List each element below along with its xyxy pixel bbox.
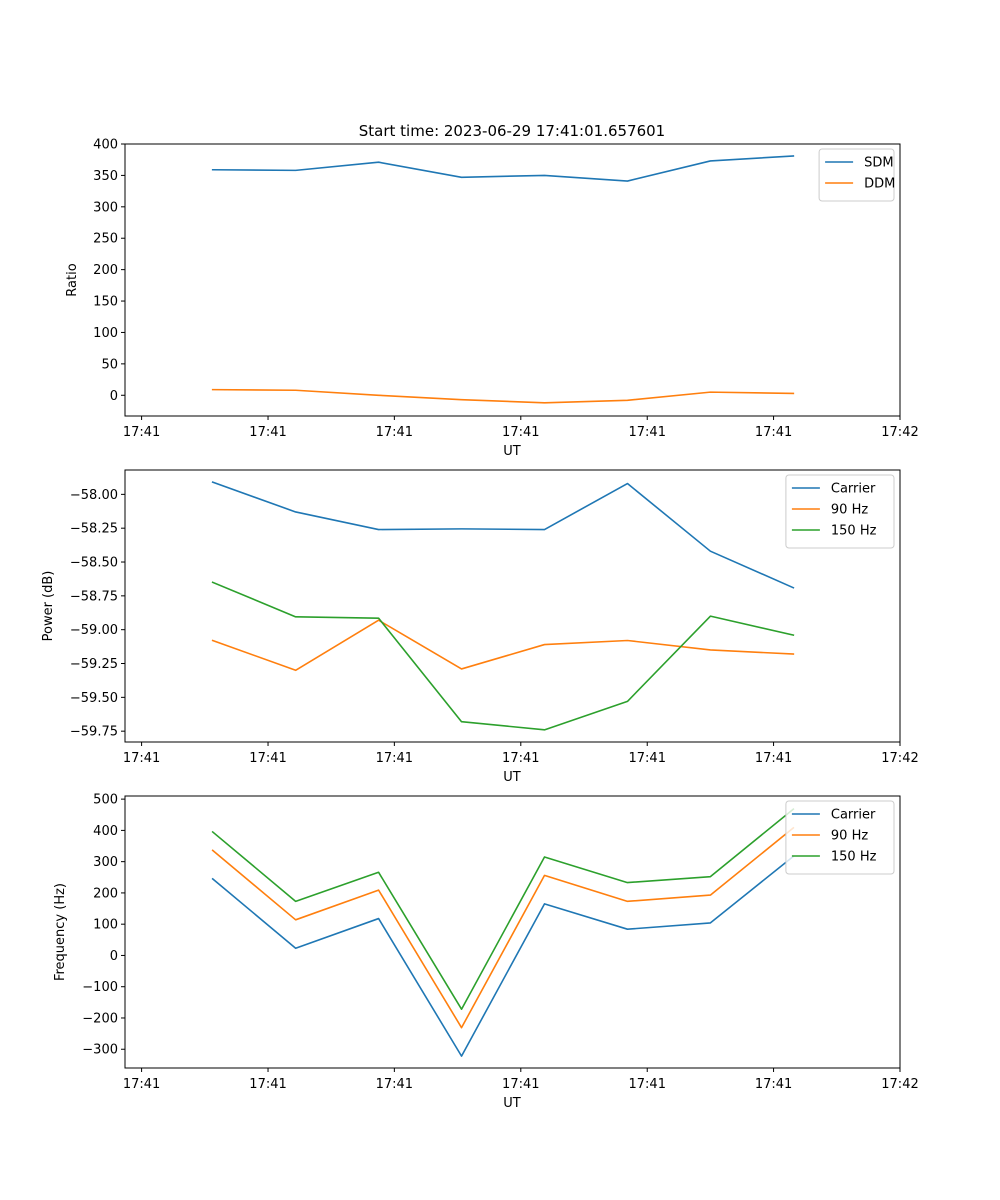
legend-label: Carrier: [831, 808, 876, 823]
legend-label: 90 Hz: [831, 503, 868, 518]
axes-frame: [124, 469, 901, 743]
legend-label: 90 Hz: [831, 829, 868, 844]
legend-label: Carrier: [831, 482, 876, 497]
y-tick-label: −300: [82, 1043, 118, 1058]
y-tick-label: 150: [93, 295, 118, 310]
subplot-3: −300 −200 −100 0 100 200 300 400 500 17:41 17:41 17…: [53, 793, 919, 1111]
legend-label: SDM: [864, 156, 893, 171]
series-line-2-3: [211, 581, 795, 731]
y-tick-label: −58.75: [70, 589, 118, 604]
y-axis-label: Ratio: [65, 263, 80, 296]
x-tick-label: 17:41: [249, 751, 286, 766]
x-tick-label: 17:41: [629, 751, 666, 766]
x-tick-label: 17:41: [502, 751, 539, 766]
y-tick-label: 350: [93, 169, 118, 184]
x-tick-label: 17:41: [376, 751, 413, 766]
legend: SDM DDM: [818, 148, 895, 202]
y-tick-label: 250: [93, 232, 118, 247]
x-tick-label: 17:41: [123, 425, 160, 440]
subplot-1: 0 50 100 150 200 250 300 350 400 17:41 17:41 17:41 1…: [65, 138, 919, 460]
y-tick-label: 100: [93, 326, 118, 341]
y-tick-label: −59.00: [70, 623, 118, 638]
legend-label: 150 Hz: [831, 850, 877, 865]
series-line-3-3: [211, 808, 795, 1011]
x-tick-label: 17:41: [502, 1077, 539, 1092]
chart-title: Start time: 2023-06-29 17:41:01.657601: [359, 122, 665, 140]
axes-frame: [124, 143, 901, 417]
y-tick-label: 200: [93, 263, 118, 278]
x-tick-label: 17:41: [755, 425, 792, 440]
y-tick-label: −59.75: [70, 725, 118, 740]
subplot-2: −59.75 −59.50 −59.25 −59.00 −58.75 −58.50 −58.…: [41, 469, 919, 785]
x-tick-label: 17:41: [123, 751, 160, 766]
legend-label: DDM: [864, 177, 895, 192]
legend-label: 150 Hz: [831, 524, 877, 539]
axes-frame: [124, 795, 901, 1069]
series-line-2-2: [211, 619, 795, 672]
x-tick-label: 17:41: [502, 425, 539, 440]
y-tick-label: −100: [82, 980, 118, 995]
x-axis-label: UT: [503, 444, 521, 459]
series-line-2-1: [211, 481, 795, 589]
x-tick-label: 17:41: [376, 425, 413, 440]
legend: Carrier 90 Hz 150 Hz: [785, 474, 895, 549]
y-tick-label: 0: [110, 389, 118, 404]
y-tick-label: −59.50: [70, 691, 118, 706]
y-tick-label: −59.25: [70, 657, 118, 672]
y-tick-label: 200: [93, 886, 118, 901]
y-tick-label: −58.25: [70, 522, 118, 537]
y-tick-label: 50: [101, 357, 118, 372]
y-tick-label: 400: [93, 138, 118, 153]
series-line-3-2: [211, 826, 795, 1029]
y-tick-label: 0: [110, 949, 118, 964]
series-line-1-1: [211, 155, 795, 182]
y-tick-label: 300: [93, 855, 118, 870]
x-tick-label: 17:41: [376, 1077, 413, 1092]
x-axis-label: UT: [503, 1096, 521, 1111]
x-tick-label: 17:41: [755, 1077, 792, 1092]
y-tick-label: −58.50: [70, 556, 118, 571]
series-line-3-1: [211, 855, 795, 1057]
x-tick-label: 17:42: [881, 425, 918, 440]
series-line-1-2: [211, 388, 795, 404]
x-tick-label: 17:42: [881, 1077, 918, 1092]
y-tick-label: 500: [93, 793, 118, 808]
y-tick-label: 300: [93, 200, 118, 215]
x-tick-label: 17:41: [249, 425, 286, 440]
x-tick-label: 17:41: [123, 1077, 160, 1092]
y-tick-label: −200: [82, 1011, 118, 1026]
x-tick-label: 17:41: [629, 1077, 666, 1092]
x-tick-label: 17:41: [629, 425, 666, 440]
y-axis-label: Power (dB): [41, 571, 56, 642]
x-tick-label: 17:41: [755, 751, 792, 766]
y-tick-label: −58.00: [70, 488, 118, 503]
x-tick-label: 17:41: [249, 1077, 286, 1092]
x-tick-label: 17:42: [881, 751, 918, 766]
y-tick-label: 100: [93, 918, 118, 933]
x-axis-label: UT: [503, 770, 521, 785]
y-axis-label: Frequency (Hz): [53, 883, 68, 981]
legend: Carrier 90 Hz 150 Hz: [785, 800, 895, 875]
y-tick-label: 400: [93, 824, 118, 839]
